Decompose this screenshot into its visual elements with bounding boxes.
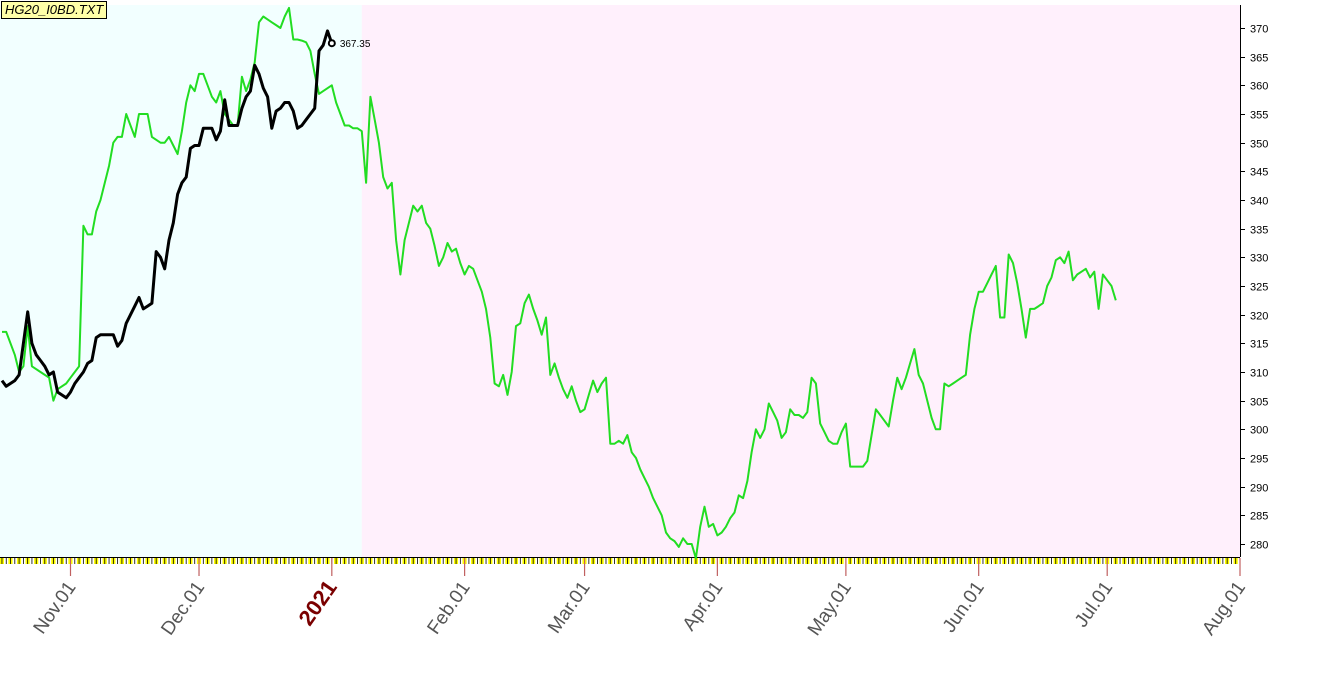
y-tick-label: 340 xyxy=(1250,196,1268,208)
y-tick-label: 335 xyxy=(1250,225,1268,237)
plot-lines xyxy=(0,6,1117,560)
x-tick-label: Nov.01 xyxy=(30,578,81,638)
y-tick-label: 345 xyxy=(1250,167,1268,179)
last-value-marker: 367.35 xyxy=(327,39,371,50)
x-tick-label: Jul.01 xyxy=(1071,578,1117,632)
y-tick-label: 300 xyxy=(1250,425,1268,437)
y-tick-label: 365 xyxy=(1250,53,1268,65)
x-tick-label: Mar.01 xyxy=(544,578,595,638)
x-tick-label: Aug.01 xyxy=(1198,578,1250,639)
x-tick-label: May.01 xyxy=(804,578,856,640)
x-tick-label: 2021 xyxy=(293,576,342,630)
x-tick-label: Jun.01 xyxy=(939,578,989,637)
y-tick-label: 285 xyxy=(1250,511,1268,523)
y-tick-label: 295 xyxy=(1250,454,1268,466)
x-tick-label: Apr.01 xyxy=(679,578,728,635)
y-tick-label: 315 xyxy=(1250,339,1268,351)
x-tick-label: Feb.01 xyxy=(424,578,475,639)
y-tick-label: 355 xyxy=(1250,110,1268,122)
y-tick-label: 290 xyxy=(1250,483,1268,495)
y-tick-label: 310 xyxy=(1250,368,1268,380)
right-background-region xyxy=(361,5,1240,557)
last-value-dot xyxy=(327,39,336,48)
y-tick-label: 280 xyxy=(1250,540,1268,552)
y-tick-label: 360 xyxy=(1250,81,1268,93)
y-tick-label: 305 xyxy=(1250,397,1268,409)
x-tick-label: Dec.01 xyxy=(157,578,209,639)
y-tick-label: 325 xyxy=(1250,282,1268,294)
y-tick-label: 320 xyxy=(1250,311,1268,323)
series_1-line xyxy=(2,6,1117,560)
y-tick-label: 350 xyxy=(1250,139,1268,151)
y-axis: 280 285 290 295 300 305 310 315 320 325 330 335 340 3… xyxy=(1240,5,1268,557)
y-tick-label: 370 xyxy=(1250,24,1268,36)
last-value-label: 367.35 xyxy=(340,39,371,50)
left-background-region xyxy=(0,5,362,557)
chart-title: HG20_I0BD.TXT xyxy=(1,1,108,19)
y-tick-label: 330 xyxy=(1250,253,1268,265)
series_2-line xyxy=(0,29,334,400)
x-axis: Nov.01 Dec.01 2021 Feb.01 Mar.01 Apr.01 May.01… xyxy=(0,557,1250,640)
